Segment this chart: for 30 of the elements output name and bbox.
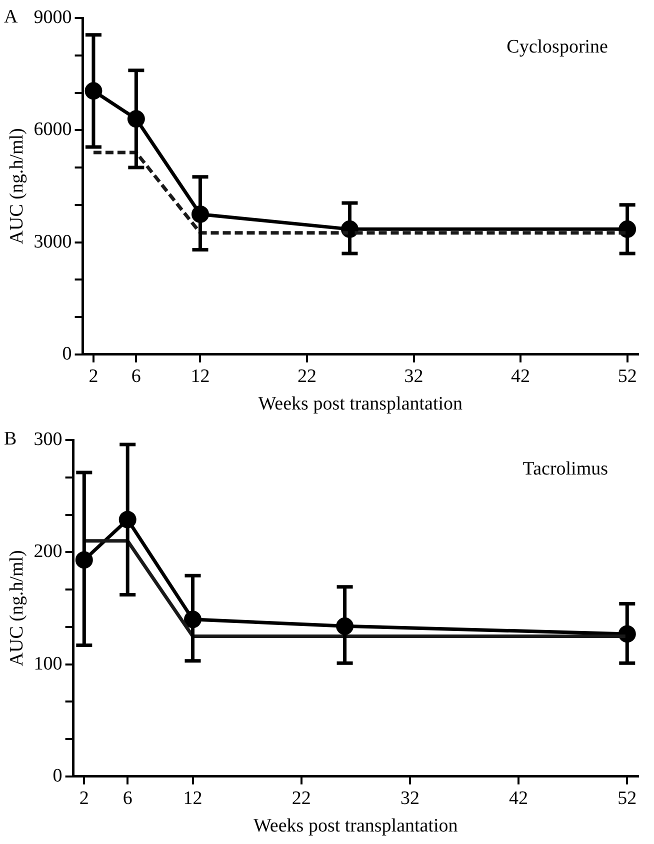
x-tick-label: 6 [131,366,141,387]
x-tick-label: 32 [404,366,424,387]
y-tick-label: 0 [62,343,72,364]
text: A [4,6,18,28]
y-tick-label: 0 [52,765,62,786]
x-tick-label: 12 [183,788,202,809]
y-tick-label: 300 [34,428,62,450]
x-tick-label: 22 [292,788,311,809]
y-tick-label: 9000 [34,6,72,28]
y-tick-label: 3000 [34,231,72,252]
x-tick-label: 52 [618,366,637,387]
x-axis-title: Weeks post transplantation [254,816,458,837]
y-tick-label: 100 [34,653,62,674]
x-tick-label: 2 [79,788,89,809]
x-tick-label: 2 [88,366,98,387]
y-axis-title: AUC (ng.h/ml) [6,128,28,244]
x-axis-title: Weeks post transplantation [258,394,464,415]
text: Cyclosporine [506,36,608,58]
text: Tacrolimus [522,458,608,480]
y-tick-label: 200 [34,541,62,562]
x-tick-label: 42 [509,788,528,809]
x-tick-label: 42 [511,366,530,387]
text: B [4,428,17,450]
x-tick-label: 32 [400,788,420,809]
x-tick-label: 22 [298,366,317,387]
y-tick-label: 6000 [34,119,72,140]
x-tick-label: 52 [618,788,637,809]
x-tick-label: 12 [190,366,210,387]
x-tick-label: 6 [122,788,132,809]
y-axis-title: AUC (ng.h/ml) [6,550,28,666]
